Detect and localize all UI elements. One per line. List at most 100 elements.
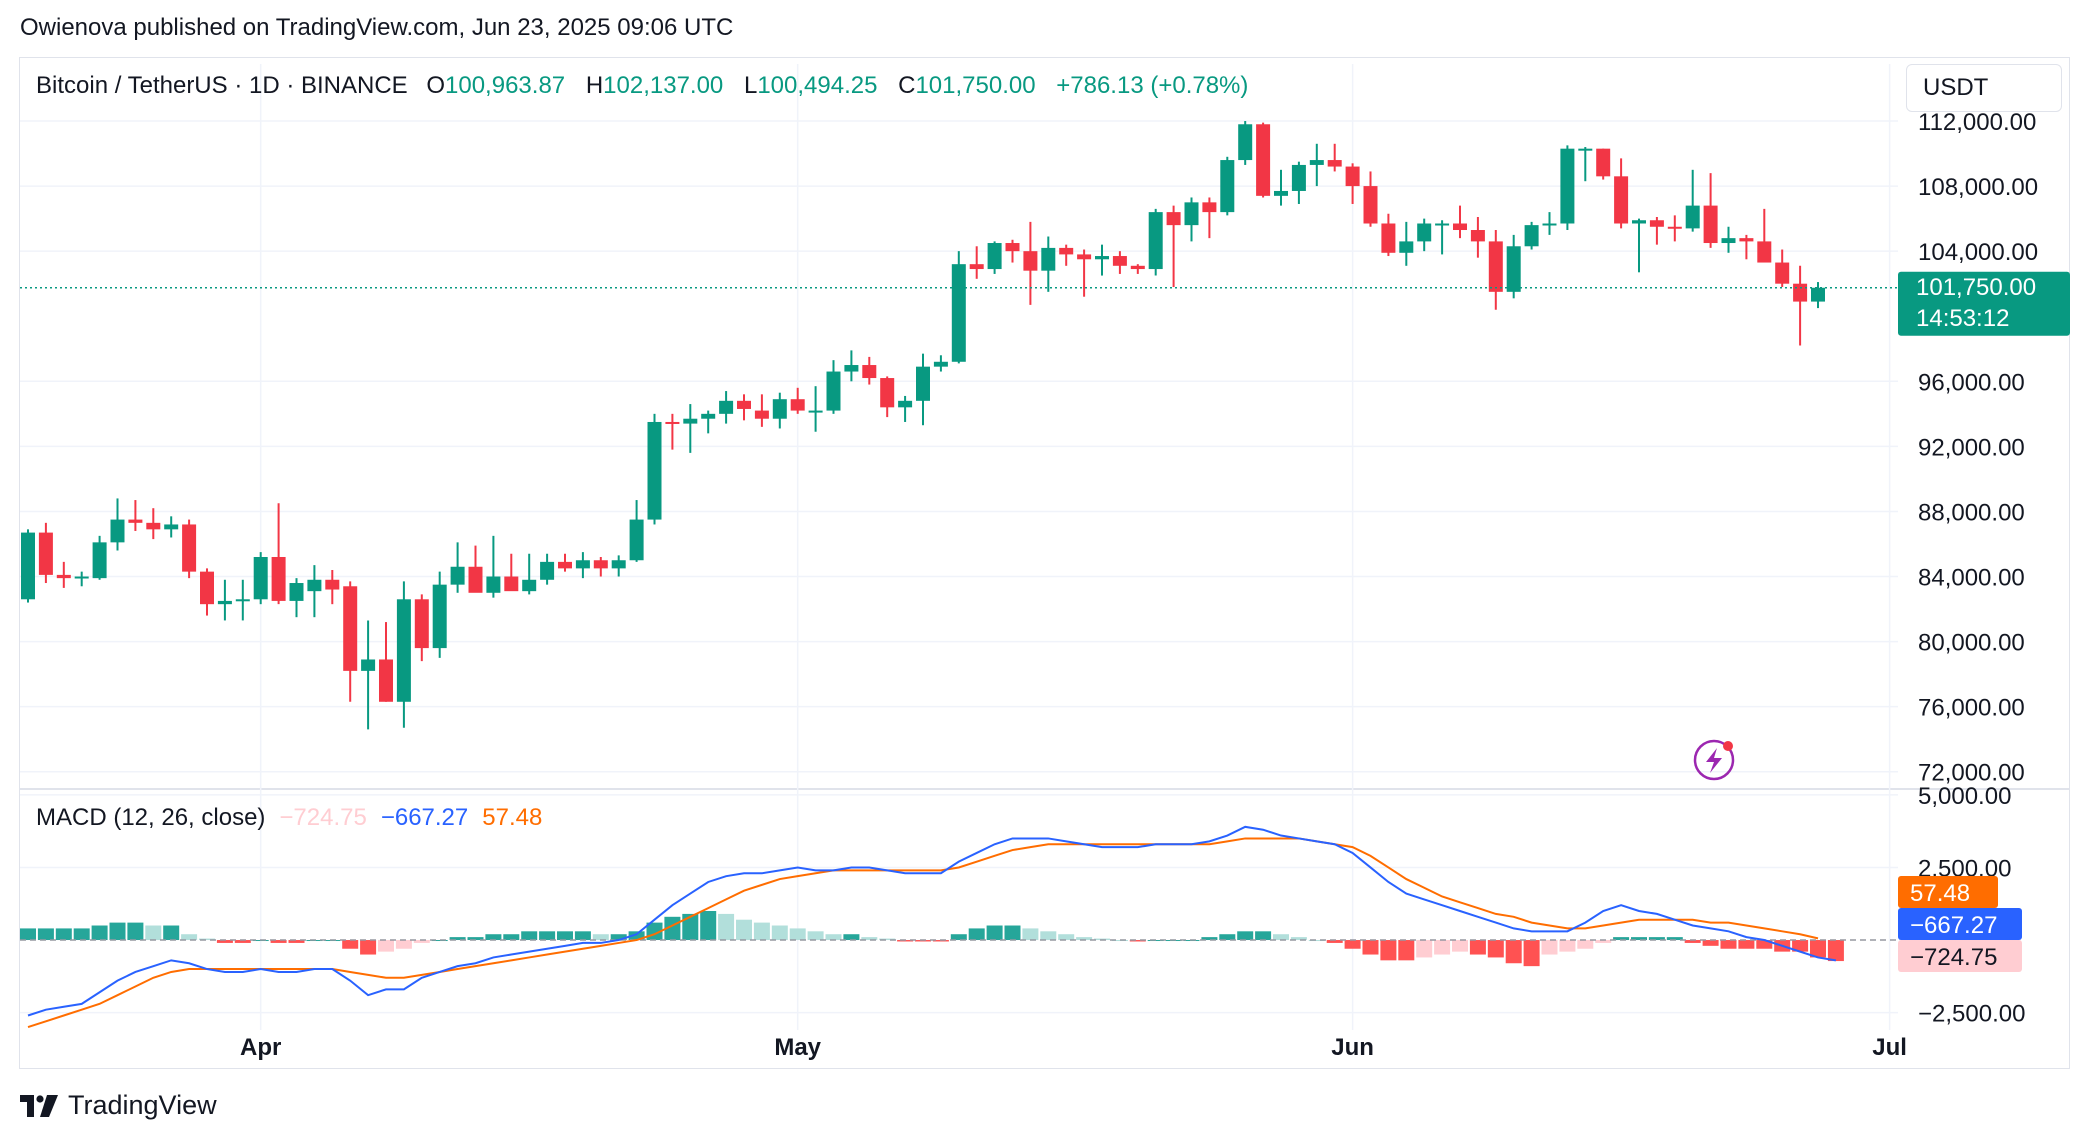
histogram-bar xyxy=(1290,937,1307,941)
candle xyxy=(1130,264,1145,274)
histogram-bar xyxy=(199,938,215,941)
candle-body xyxy=(1667,226,1682,229)
histogram-bar xyxy=(503,934,520,941)
candle-body xyxy=(92,542,107,579)
candle-body xyxy=(1542,223,1557,226)
candle-body xyxy=(1453,223,1467,231)
candle-body xyxy=(593,560,608,569)
brand-name: TradingView xyxy=(68,1090,217,1120)
candle xyxy=(1560,145,1575,231)
macd-line xyxy=(27,825,1837,1017)
time-tick-label: May xyxy=(774,1034,821,1061)
macd-signal-value: 57.48 xyxy=(482,804,543,831)
candle xyxy=(1542,212,1557,235)
publisher-line: Owienova published on TradingView.com, J… xyxy=(20,14,734,41)
histogram-bar xyxy=(37,928,54,941)
candle xyxy=(665,413,680,450)
histogram-bar xyxy=(986,925,1003,941)
candle xyxy=(1524,221,1539,250)
macd-tick-label: −2,500.00 xyxy=(1918,1001,2025,1028)
candle xyxy=(719,391,734,424)
price-tick-label: 72,000.00 xyxy=(1918,760,2025,787)
candle-body xyxy=(1238,124,1253,161)
candle xyxy=(1399,221,1414,266)
price-tick-label: 104,000.00 xyxy=(1918,239,2038,266)
candle xyxy=(933,355,948,372)
histogram-bar xyxy=(163,925,180,941)
price-tick-label: 88,000.00 xyxy=(1918,499,2025,526)
histogram-bar xyxy=(574,931,591,941)
histogram-bar xyxy=(1738,940,1755,949)
candle xyxy=(414,594,429,662)
price-tick-label: 84,000.00 xyxy=(1918,565,2025,592)
histogram-bar xyxy=(700,911,717,941)
candle-body xyxy=(701,413,716,419)
candle xyxy=(629,500,644,562)
candle xyxy=(1041,236,1056,292)
histogram-bar xyxy=(950,934,967,941)
histogram-bar xyxy=(1541,940,1558,955)
tradingview-logo[interactable]: TradingView xyxy=(20,1090,217,1121)
candle-body xyxy=(1739,238,1754,242)
histogram-bar xyxy=(1469,940,1486,955)
candle xyxy=(253,552,268,605)
histogram-bar xyxy=(1827,940,1844,962)
candle-body xyxy=(969,264,984,270)
candle-body xyxy=(611,560,626,569)
histogram-bar xyxy=(55,928,72,941)
candle-body xyxy=(253,556,268,600)
candle-body xyxy=(361,659,376,671)
candle-body xyxy=(1757,241,1772,263)
candle xyxy=(558,553,572,572)
histogram-bar xyxy=(843,934,860,941)
histogram-bar xyxy=(1577,940,1594,949)
candle-body xyxy=(1220,160,1235,213)
notification-dot xyxy=(1723,741,1733,751)
histogram-bar xyxy=(539,931,556,941)
candle xyxy=(1291,161,1306,204)
candle xyxy=(235,579,250,621)
histogram-bar xyxy=(1720,940,1737,949)
histogram-bar xyxy=(1792,940,1809,952)
candle-body xyxy=(1059,247,1074,255)
candle-body xyxy=(432,584,447,649)
candle xyxy=(1309,143,1324,187)
candle-body xyxy=(772,399,787,419)
candle-body xyxy=(575,560,590,569)
histogram-bar xyxy=(109,922,126,941)
candle-body xyxy=(790,399,805,411)
candle-body xyxy=(38,532,53,575)
candle-body xyxy=(719,400,734,414)
candle-body xyxy=(1345,166,1360,187)
candle-body xyxy=(110,519,125,543)
candle xyxy=(593,556,608,577)
last-price-label: 101,750.00 xyxy=(1916,274,2036,301)
candle-body xyxy=(1095,256,1109,260)
macd-title: MACD (12, 26, close) xyxy=(36,804,266,831)
histogram-bar xyxy=(718,913,735,941)
candle xyxy=(1381,213,1396,257)
currency-button[interactable]: USDT xyxy=(1906,64,2062,112)
candle-body xyxy=(933,361,948,367)
histogram-bar xyxy=(825,934,842,941)
candle-body xyxy=(1506,246,1521,292)
candle xyxy=(1112,251,1127,274)
candle-body xyxy=(450,566,465,585)
histogram-bar xyxy=(145,925,162,941)
candle xyxy=(325,570,340,605)
histogram-bar xyxy=(342,940,359,949)
candle xyxy=(1793,265,1808,346)
candle xyxy=(916,353,930,426)
histogram-bar xyxy=(181,934,198,941)
candle-body xyxy=(1309,160,1324,165)
candle-body xyxy=(1381,223,1396,253)
candle-body xyxy=(898,400,913,408)
candle-body xyxy=(56,574,71,579)
candle-body xyxy=(1685,205,1700,229)
lightning-icon xyxy=(1693,739,1735,781)
histogram-bar xyxy=(771,925,788,941)
candle-body xyxy=(1811,287,1825,302)
open-value: 100,963.87 xyxy=(445,72,566,99)
candle-body xyxy=(1148,212,1163,270)
